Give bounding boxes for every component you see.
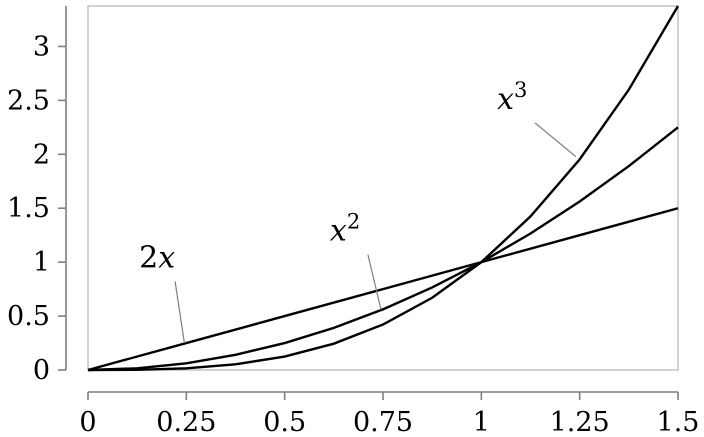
series-label-2: x3 <box>497 78 527 117</box>
series-leader-0 <box>174 281 185 344</box>
series-group <box>87 5 680 372</box>
x-tick-label-6: 1.5 <box>657 407 700 437</box>
y-tick-label-5: 2.5 <box>7 85 50 116</box>
x-tick-label-0: 0 <box>79 407 96 437</box>
x-tick-label-5: 1.25 <box>550 407 610 437</box>
series-labels: 2x x2 x3 <box>139 78 527 276</box>
series-label-1: x2 <box>330 210 360 249</box>
leader-lines <box>174 122 577 344</box>
y-axis: 0 0.5 1 1.5 2 2.5 3 <box>7 6 67 386</box>
x-tick-label-1: 0.25 <box>156 407 216 437</box>
y-tick-label-1: 0.5 <box>7 301 50 332</box>
x-tick-label-2: 0.5 <box>263 407 306 437</box>
series-label-0: 2x <box>139 241 175 276</box>
x-tick-label-3: 0.75 <box>353 407 413 437</box>
series-line-1 <box>87 126 679 372</box>
y-tick-label-4: 2 <box>33 139 50 170</box>
y-tick-label-2: 1 <box>33 247 50 278</box>
series-line-2 <box>87 5 680 372</box>
series-leader-2 <box>534 122 577 157</box>
y-tick-label-3: 1.5 <box>7 193 50 224</box>
series-line-0 <box>87 207 679 372</box>
x-tick-label-4: 1 <box>473 407 490 437</box>
y-tick-label-0: 0 <box>33 355 50 386</box>
plot-frame <box>87 5 679 371</box>
x-axis: 0 0.25 0.5 0.75 1 1.25 1.5 <box>79 391 700 437</box>
series-leader-1 <box>367 254 382 310</box>
y-tick-label-6: 3 <box>33 31 50 62</box>
